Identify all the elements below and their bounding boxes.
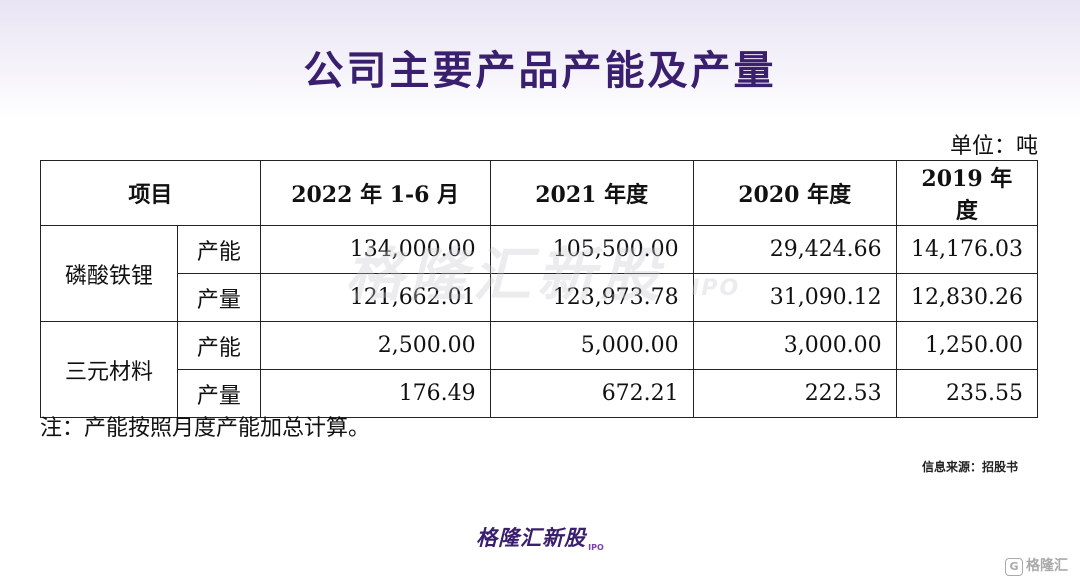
corner-brand-text: 格隆汇 [1026,558,1068,574]
table-cell: 12,830.26 [895,273,1039,322]
corner-brand: G 格隆汇 [1005,555,1068,576]
table-cell: 5,000.00 [489,321,694,370]
header-2021: 2021 年度 [489,160,694,226]
footnote: 注：产能按照月度产能加总计算。 [40,416,371,441]
logo-sub: IPO [588,543,604,552]
capacity-table: 项目 2022 年 1-6 月 2021 年度 2020 年度 2019 年度 … [40,160,1039,418]
table-cell: 121,662.01 [259,273,491,322]
table-header-row: 项目 2022 年 1-6 月 2021 年度 2020 年度 2019 年度 [40,160,1039,226]
table-cell: 31,090.12 [692,273,897,322]
table-cell: 176.49 [259,369,491,418]
unit-label: 单位：吨 [949,134,1038,159]
table-row: 三元材料 产能 2,500.00 5,000.00 3,000.00 1,250… [40,321,1039,418]
table-row: 磷酸铁锂 产能 134,000.00 105,500.00 29,424.66 … [40,225,1039,322]
header-2019: 2019 年度 [895,160,1039,226]
brand-g-icon: G [1005,558,1023,576]
logo-text: 格隆汇新股 [476,526,587,550]
row-metric: 产能 [177,321,261,370]
header-2022h1: 2022 年 1-6 月 [259,160,491,226]
table-cell: 29,424.66 [692,225,897,274]
table-cell: 123,973.78 [489,273,694,322]
source-label: 信息来源：招股书 [921,460,1018,474]
header-item: 项目 [40,160,261,226]
table-cell: 235.55 [895,369,1039,418]
page-title: 公司主要产品产能及产量 [303,48,777,94]
row-category: 磷酸铁锂 [40,225,178,322]
table-cell: 2,500.00 [259,321,491,370]
table-row: 产量 176.49 672.21 222.53 235.55 [41,369,1039,418]
table-cell: 3,000.00 [692,321,897,370]
table-cell: 14,176.03 [895,225,1039,274]
row-category: 三元材料 [40,321,178,418]
row-metric: 产量 [177,369,261,418]
row-metric: 产能 [177,225,261,274]
brand-logo: 格隆汇新股 IPO [0,522,1080,552]
header-2020: 2020 年度 [692,160,897,226]
table-cell: 672.21 [489,369,694,418]
table-cell: 1,250.00 [895,321,1039,370]
table-cell: 134,000.00 [259,225,491,274]
table-row: 产量 121,662.01 123,973.78 31,090.12 12,83… [41,273,1039,322]
table-cell: 105,500.00 [489,225,694,274]
row-metric: 产量 [177,273,261,322]
table-cell: 222.53 [692,369,897,418]
